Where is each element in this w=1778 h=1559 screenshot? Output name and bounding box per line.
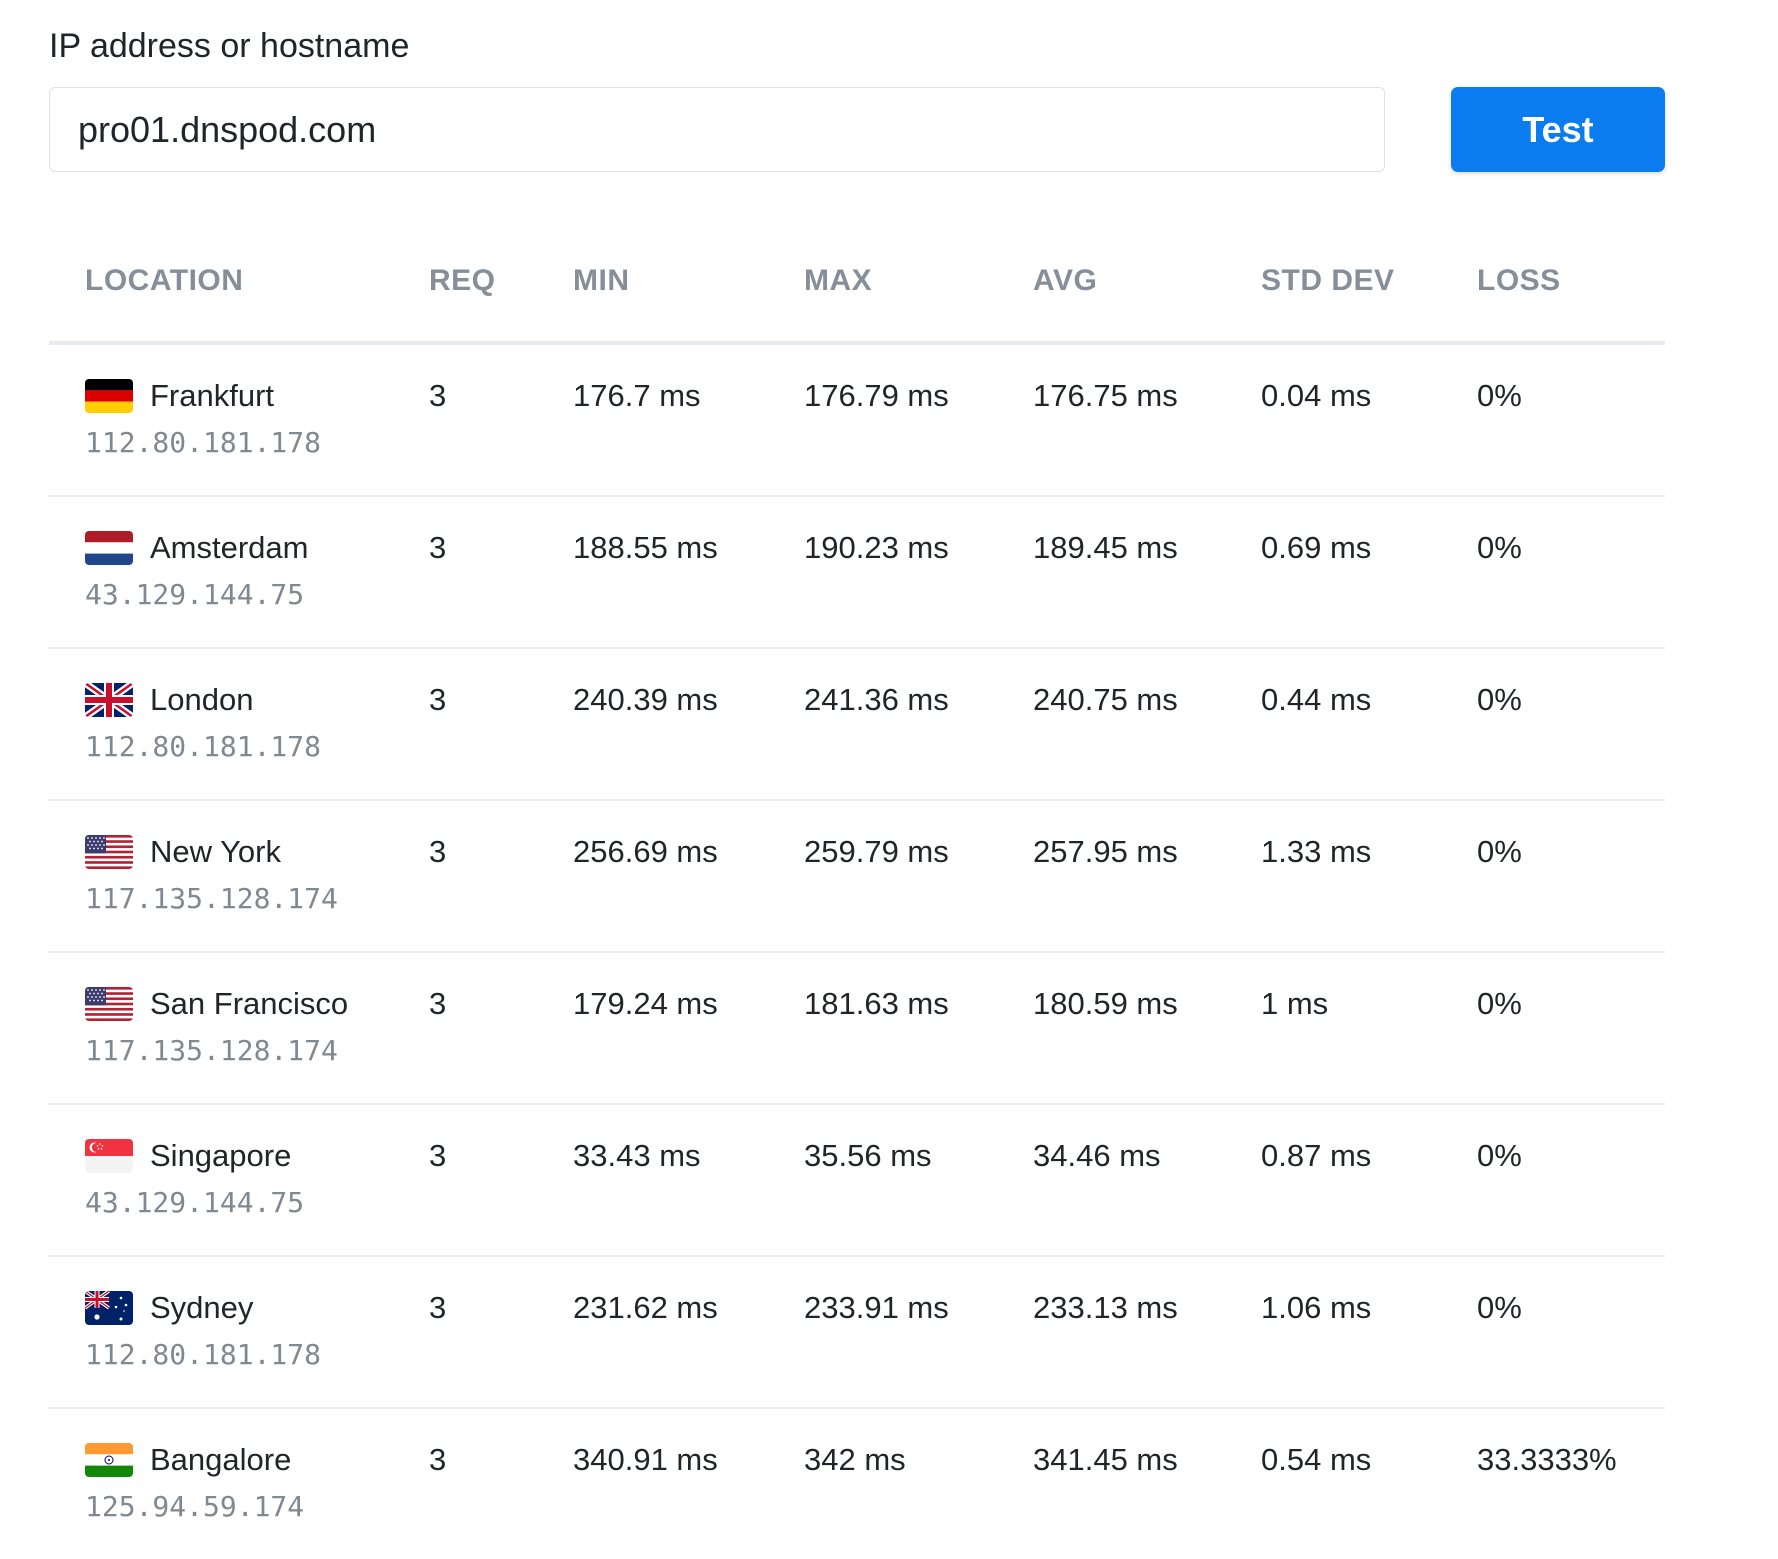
location-ip: 112.80.181.178 xyxy=(85,1338,322,1371)
table-row: Bangalore 125.94.59.174 3 340.91 ms 342 … xyxy=(49,1409,1665,1559)
loss-value: 0% xyxy=(1477,1290,1522,1325)
australia-flag-icon xyxy=(85,1291,133,1325)
req-value: 3 xyxy=(429,530,447,565)
uk-flag-icon xyxy=(85,683,133,717)
table-header: LOCATION REQ MIN MAX AVG STD DEV LOSS xyxy=(49,230,1665,345)
max-value: 35.56 ms xyxy=(804,1138,932,1173)
std-dev-value: 1.33 ms xyxy=(1261,834,1372,869)
req-value: 3 xyxy=(429,1290,447,1325)
table-row: Frankfurt 112.80.181.178 3 176.7 ms 176.… xyxy=(49,345,1665,497)
max-value: 176.79 ms xyxy=(804,378,949,413)
table-row: Sydney 112.80.181.178 3 231.62 ms 233.91… xyxy=(49,1257,1665,1409)
std-dev-value: 0.69 ms xyxy=(1261,530,1372,565)
column-header-req: REQ xyxy=(429,264,496,297)
std-dev-value: 0.44 ms xyxy=(1261,682,1372,717)
column-header-loss: LOSS xyxy=(1477,264,1561,297)
location-city: Sydney xyxy=(150,1290,254,1325)
column-header-avg: AVG xyxy=(1033,264,1098,297)
req-value: 3 xyxy=(429,1138,447,1173)
singapore-flag-icon xyxy=(85,1139,133,1173)
location-ip: 43.129.144.75 xyxy=(85,578,305,611)
table-row: New York 117.135.128.174 3 256.69 ms 259… xyxy=(49,801,1665,953)
min-value: 256.69 ms xyxy=(573,834,718,869)
req-value: 3 xyxy=(429,1442,447,1477)
table-row: Amsterdam 43.129.144.75 3 188.55 ms 190.… xyxy=(49,497,1665,649)
column-header-location: LOCATION xyxy=(85,264,244,297)
max-value: 233.91 ms xyxy=(804,1290,949,1325)
location-city: Singapore xyxy=(150,1138,292,1173)
req-value: 3 xyxy=(429,834,447,869)
avg-value: 189.45 ms xyxy=(1033,530,1178,565)
min-value: 33.43 ms xyxy=(573,1138,701,1173)
location-ip: 112.80.181.178 xyxy=(85,426,322,459)
netherlands-flag-icon xyxy=(85,531,133,565)
location-city: San Francisco xyxy=(150,986,349,1021)
germany-flag-icon xyxy=(85,379,133,413)
location-ip: 112.80.181.178 xyxy=(85,730,322,763)
loss-value: 0% xyxy=(1477,378,1522,413)
std-dev-value: 0.87 ms xyxy=(1261,1138,1372,1173)
min-value: 231.62 ms xyxy=(573,1290,718,1325)
min-value: 188.55 ms xyxy=(573,530,718,565)
location-city: London xyxy=(150,682,254,717)
location-ip: 117.135.128.174 xyxy=(85,882,338,915)
req-value: 3 xyxy=(429,682,447,717)
table-row: Singapore 43.129.144.75 3 33.43 ms 35.56… xyxy=(49,1105,1665,1257)
loss-value: 0% xyxy=(1477,682,1522,717)
location-ip: 43.129.144.75 xyxy=(85,1186,305,1219)
location-city: New York xyxy=(150,834,281,869)
std-dev-value: 1 ms xyxy=(1261,986,1329,1021)
std-dev-value: 0.04 ms xyxy=(1261,378,1372,413)
min-value: 340.91 ms xyxy=(573,1442,718,1477)
column-header-max: MAX xyxy=(804,264,873,297)
avg-value: 233.13 ms xyxy=(1033,1290,1178,1325)
max-value: 241.36 ms xyxy=(804,682,949,717)
loss-value: 0% xyxy=(1477,986,1522,1021)
max-value: 190.23 ms xyxy=(804,530,949,565)
max-value: 259.79 ms xyxy=(804,834,949,869)
india-flag-icon xyxy=(85,1443,133,1477)
avg-value: 180.59 ms xyxy=(1033,986,1178,1021)
avg-value: 34.46 ms xyxy=(1033,1138,1161,1173)
avg-value: 341.45 ms xyxy=(1033,1442,1178,1477)
req-value: 3 xyxy=(429,986,447,1021)
loss-value: 33.3333% xyxy=(1477,1442,1617,1477)
location-ip: 125.94.59.174 xyxy=(85,1490,305,1523)
location-ip: 117.135.128.174 xyxy=(85,1034,338,1067)
column-header-min: MIN xyxy=(573,264,630,297)
max-value: 181.63 ms xyxy=(804,986,949,1021)
std-dev-value: 0.54 ms xyxy=(1261,1442,1372,1477)
usa-flag-icon xyxy=(85,835,133,869)
location-city: Amsterdam xyxy=(150,530,309,565)
usa-flag-icon xyxy=(85,987,133,1021)
table-row: London 112.80.181.178 3 240.39 ms 241.36… xyxy=(49,649,1665,801)
req-value: 3 xyxy=(429,378,447,413)
column-header-std-dev: STD DEV xyxy=(1261,264,1395,297)
host-input[interactable] xyxy=(49,87,1385,172)
location-city: Bangalore xyxy=(150,1442,292,1477)
host-field-label: IP address or hostname xyxy=(49,27,410,65)
min-value: 179.24 ms xyxy=(573,986,718,1021)
loss-value: 0% xyxy=(1477,1138,1522,1173)
location-city: Frankfurt xyxy=(150,378,275,413)
avg-value: 240.75 ms xyxy=(1033,682,1178,717)
loss-value: 0% xyxy=(1477,530,1522,565)
std-dev-value: 1.06 ms xyxy=(1261,1290,1372,1325)
table-row: San Francisco 117.135.128.174 3 179.24 m… xyxy=(49,953,1665,1105)
min-value: 176.7 ms xyxy=(573,378,701,413)
min-value: 240.39 ms xyxy=(573,682,718,717)
avg-value: 257.95 ms xyxy=(1033,834,1178,869)
loss-value: 0% xyxy=(1477,834,1522,869)
test-button[interactable]: Test xyxy=(1451,87,1665,172)
results-table: LOCATION REQ MIN MAX AVG STD DEV LOSS Fr… xyxy=(49,230,1665,1559)
max-value: 342 ms xyxy=(804,1442,906,1477)
avg-value: 176.75 ms xyxy=(1033,378,1178,413)
